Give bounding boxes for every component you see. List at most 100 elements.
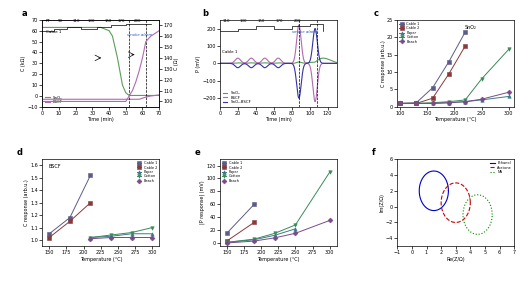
Line: BSCF: BSCF xyxy=(42,95,159,99)
Cotton xyxy=(413,102,420,105)
Ethanol xyxy=(430,209,437,212)
Beach xyxy=(462,100,469,103)
Line: SnO₂: SnO₂ xyxy=(42,27,159,95)
Legend: Cable 1, Cable 2, Paper, Cotton, Beach: Cable 1, Cable 2, Paper, Cotton, Beach xyxy=(136,161,157,183)
Cotton xyxy=(397,102,403,105)
Cotton xyxy=(506,48,512,51)
Beach xyxy=(326,219,333,222)
SnO₂-BSCF xyxy=(264,65,270,68)
Cable 2 xyxy=(224,239,230,243)
BSCF xyxy=(312,100,319,103)
Cable 2 xyxy=(87,201,94,204)
SnO₂-BSCF xyxy=(333,62,340,65)
Cotton xyxy=(128,231,135,234)
SnO₂-BSCF xyxy=(217,62,223,65)
Cable 1 xyxy=(446,60,452,63)
Paper xyxy=(128,232,135,235)
SnO₂ xyxy=(73,26,79,29)
Line: Cable 1: Cable 1 xyxy=(225,203,256,235)
Text: Cable 1: Cable 1 xyxy=(222,50,237,54)
Cable 2 xyxy=(251,221,258,224)
Ethanol xyxy=(443,200,449,203)
SnO₂ xyxy=(106,29,112,32)
SnO₂ xyxy=(109,35,116,38)
BSCF xyxy=(217,62,223,65)
Acetone xyxy=(440,212,447,216)
Line: Paper: Paper xyxy=(225,227,297,244)
Cable 1 xyxy=(67,216,73,219)
SnO₂ xyxy=(114,56,121,60)
SnO₂-BSCF xyxy=(268,62,275,65)
Beach xyxy=(87,237,94,241)
Line: Beach: Beach xyxy=(399,91,510,105)
BSCF xyxy=(89,98,95,101)
BSCF xyxy=(264,58,270,61)
SnO₂ xyxy=(136,94,143,97)
Beach xyxy=(224,241,230,245)
Line: BSCF: BSCF xyxy=(220,25,337,102)
Cable 2 xyxy=(446,72,452,76)
Acetone xyxy=(440,213,447,216)
Cable 1 xyxy=(251,203,258,206)
SnO₂ xyxy=(126,94,132,97)
Cable 2 xyxy=(462,44,469,48)
Line: Paper: Paper xyxy=(399,95,510,105)
Paper xyxy=(87,236,94,239)
BSCF xyxy=(148,94,154,98)
NA xyxy=(463,224,469,228)
Acetone xyxy=(465,211,471,215)
X-axis label: Time (min): Time (min) xyxy=(87,117,114,123)
SnO₂ xyxy=(122,91,129,95)
SnO₂ xyxy=(228,62,235,65)
Paper xyxy=(462,100,469,103)
Line: Cable 1: Cable 1 xyxy=(399,30,467,105)
X-axis label: Temperature (°C): Temperature (°C) xyxy=(80,257,122,262)
SnO₂ xyxy=(320,56,326,60)
SnO₂ xyxy=(98,26,104,29)
X-axis label: Temperature (°C): Temperature (°C) xyxy=(257,257,299,262)
SnO₂ xyxy=(148,94,154,97)
Text: smoke alarm: smoke alarm xyxy=(292,30,317,34)
Text: d: d xyxy=(17,148,23,157)
Y-axis label: C (kΩ): C (kΩ) xyxy=(22,56,26,71)
Cable 2 xyxy=(397,102,403,105)
Paper xyxy=(397,102,403,105)
Ethanol xyxy=(445,189,452,192)
Text: Cable 1: Cable 1 xyxy=(46,30,61,34)
Beach xyxy=(506,91,512,94)
Legend: Ethanol, Acetone, NA: Ethanol, Acetone, NA xyxy=(490,161,513,174)
Y-axis label: C response (arb.u.): C response (arb.u.) xyxy=(24,179,29,226)
BSCF xyxy=(98,98,104,101)
Line: Cotton: Cotton xyxy=(225,170,331,244)
Paper xyxy=(272,233,278,237)
Line: Cable 2: Cable 2 xyxy=(225,221,256,243)
SnO₂ xyxy=(56,26,62,29)
BSCF xyxy=(106,98,112,101)
Ethanol xyxy=(420,202,426,206)
Text: SnO₂: SnO₂ xyxy=(465,25,477,29)
Acetone xyxy=(453,181,459,185)
Cotton xyxy=(479,77,485,81)
Paper xyxy=(149,232,155,235)
Beach xyxy=(292,231,298,235)
Cable 2 xyxy=(429,97,436,100)
NA xyxy=(487,223,493,226)
BSCF xyxy=(64,98,70,101)
SnO₂-BSCF xyxy=(228,62,235,65)
Acetone xyxy=(453,221,459,224)
Legend: Cable 1, Cable 2, Paper, Cotton, Beach: Cable 1, Cable 2, Paper, Cotton, Beach xyxy=(399,22,420,44)
BSCF xyxy=(296,23,302,27)
Paper xyxy=(251,238,258,241)
Paper xyxy=(479,98,485,102)
SnO₂-BSCF xyxy=(310,38,316,41)
Cotton xyxy=(108,233,114,237)
Beach xyxy=(251,239,258,243)
Beach xyxy=(149,236,155,239)
SnO₂ xyxy=(310,61,316,64)
X-axis label: Time (min): Time (min) xyxy=(265,117,292,123)
Ethanol xyxy=(419,200,425,204)
Acetone xyxy=(467,201,473,204)
Line: SnO₂-BSCF: SnO₂-BSCF xyxy=(220,29,337,98)
X-axis label: Re(Z/Ω): Re(Z/Ω) xyxy=(446,257,465,262)
SnO₂-BSCF xyxy=(308,55,314,58)
